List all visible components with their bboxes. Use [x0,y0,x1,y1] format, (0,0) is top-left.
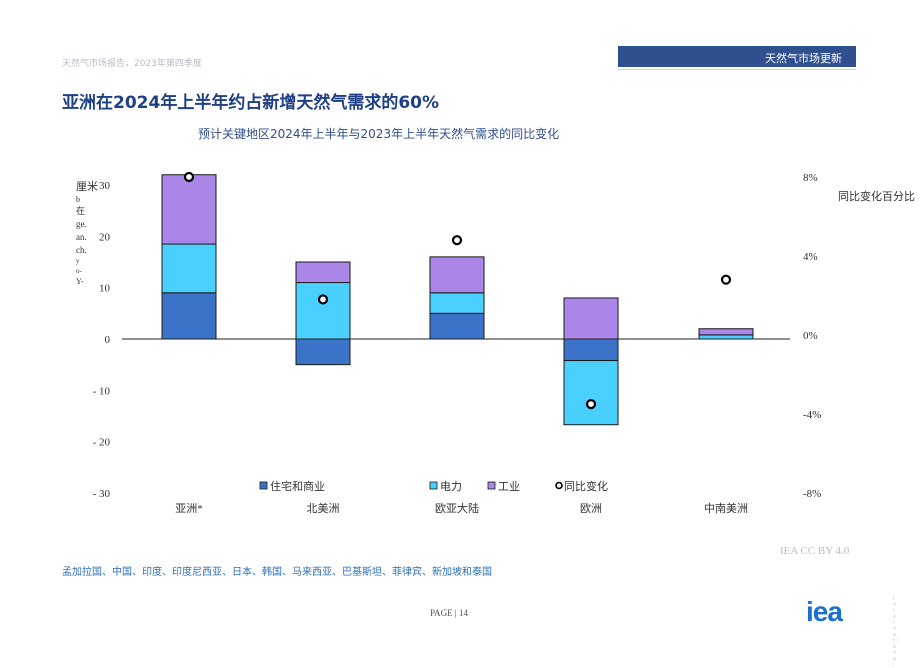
bar-segment [161,174,217,245]
bars-layer [161,174,754,426]
left-axis-label-part: 在 [76,205,85,216]
bar-segment [563,338,619,362]
category-label: 中南美洲 [704,502,748,515]
side-watermark: I n t e r n a t i o n a l [893,596,898,668]
legend-swatch [429,481,438,490]
left-axis-label-part: o- [76,267,83,275]
left-axis-label-part: Y- [76,277,84,286]
yoy-markers-layer [183,171,732,410]
right-tick-label: 8% [803,172,818,184]
iea-logo: iea [806,596,843,627]
yoy-change-marker [451,235,463,246]
section-banner: 天然气市场更新 [618,46,856,67]
category-label: 欧亚大陆 [435,501,479,515]
left-tick-label: - 10 [93,385,111,397]
bar-segment [563,297,619,340]
left-axis-label-part: ch. [76,245,87,255]
section-label: 天然气市场更新 [765,52,842,65]
bar-segment [429,256,485,294]
left-axis-label-part: 厘米 [76,180,98,193]
category-labels: 亚洲* 北美洲 欧亚大陆 欧洲 中南美洲 [175,501,748,515]
bar-segment [429,312,485,340]
yoy-change-marker [585,399,597,410]
left-tick-label: 30 [99,180,111,192]
header-divider [618,69,856,70]
bar-segment [698,334,754,340]
legend-label: 住宅和商业 [270,479,325,493]
legend-swatch [259,481,268,490]
right-tick-label: -4% [803,409,821,421]
right-axis-label: 同比变化百分比 [838,189,915,203]
bar-segment [161,292,217,340]
left-tick-label: 10 [99,283,111,295]
right-tick-label: -8% [803,488,821,500]
left-tick-label: 0 [105,334,111,346]
chart-subtitle: 预计关键地区2024年上半年与2023年上半年天然气需求的同比变化 [198,127,560,141]
document-reference: 天然气市场报告，2023年第四季度 [62,59,202,69]
category-label: 亚洲* [175,503,203,515]
yoy-change-marker [183,171,195,183]
legend-swatch [487,481,496,490]
left-axis-label-part: b [76,195,80,204]
yoy-change-marker [720,274,732,285]
page-number: PAGE | 14 [430,608,468,618]
category-label: 欧洲 [580,502,602,515]
legend-label: 工业 [498,480,520,493]
demand-change-chart: 30 20 10 0 - 10 - 20 - 30 8% 4% 0% -4% -8% 亚洲* 北美洲 欧… [76,171,915,515]
right-axis-ticks: 8% 4% 0% -4% -8% [803,172,821,500]
footnote: 孟加拉国、中国、印度、印度尼西亚、日本、韩国、马来西亚、巴基斯坦、菲律宾、新加坡… [62,567,492,578]
left-tick-label: 20 [99,231,111,243]
bar-segment [295,338,351,366]
right-tick-label: 4% [803,251,818,263]
bar-segment [295,282,351,340]
page-title: 亚洲在2024年上半年约占新增天然气需求的60% [62,93,440,113]
bar-segment [429,292,485,314]
left-tick-label: - 30 [93,488,111,500]
legend-marker [555,481,563,490]
left-axis-label-part: an. [76,232,87,242]
right-tick-label: 0% [803,330,818,342]
left-axis-label-part: y [76,257,80,265]
legend: 住宅和商业 电力 工业 同比变化 [259,479,608,493]
legend-label: 同比变化 [564,479,608,493]
legend-label: 电力 [440,480,462,493]
left-axis-label: 厘米 b在 ge. an. ch. y o- Y- [76,180,98,286]
license-credit: IEA CC BY 4.0 [780,545,850,557]
bar-segment [563,360,619,426]
bar-segment [295,261,351,284]
bar-segment [698,328,754,336]
bar-segment [161,243,217,294]
category-label: 北美洲 [307,502,340,515]
yoy-change-marker [317,294,329,305]
left-axis-ticks: 30 20 10 0 - 10 - 20 - 30 [93,180,111,500]
left-axis-label-part: ge. [76,219,87,229]
left-tick-label: - 20 [93,437,111,449]
